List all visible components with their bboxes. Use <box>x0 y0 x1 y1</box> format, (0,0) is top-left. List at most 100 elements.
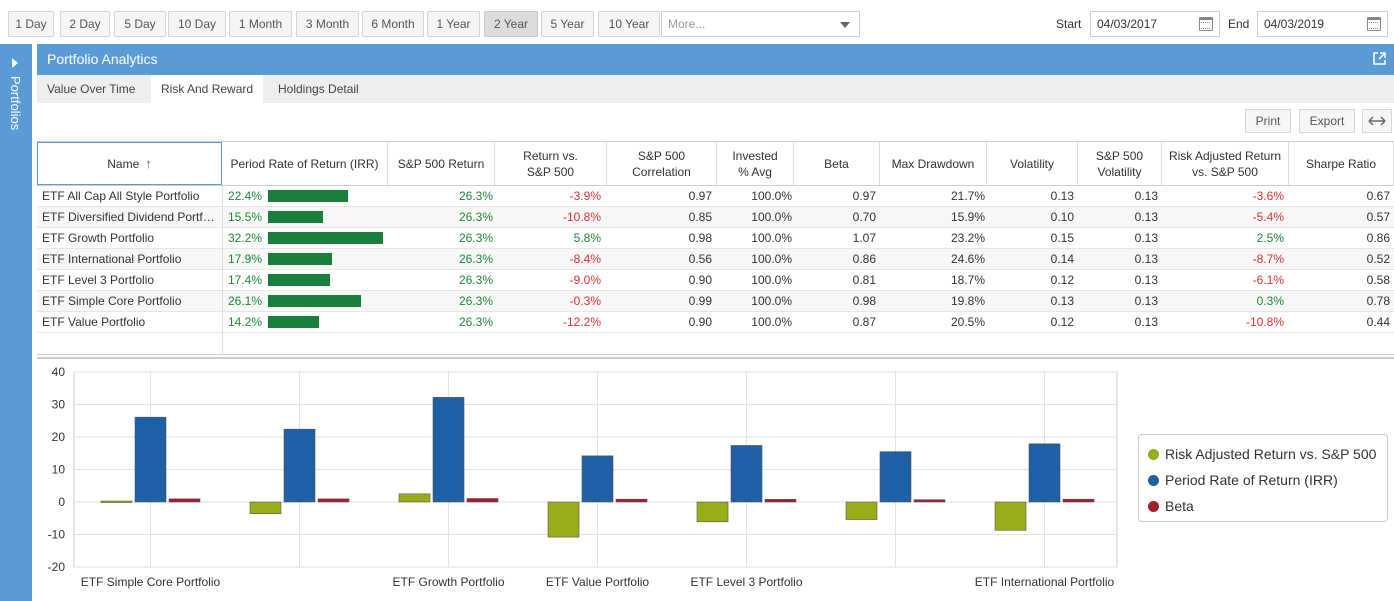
portfolios-rail[interactable]: Portfolios <box>0 44 32 601</box>
range-button-5-year[interactable]: 5 Year <box>541 11 594 37</box>
sharpe-ratio-cell: 0.86 <box>1366 231 1390 245</box>
calendar-icon[interactable] <box>1367 17 1381 31</box>
external-link-icon[interactable] <box>1373 52 1386 65</box>
column-header-s-p-500-volatility[interactable]: S&P 500 Volatility <box>1078 142 1162 185</box>
expand-width-button[interactable] <box>1362 109 1392 133</box>
column-header-label: Period Rate of Return (IRR) <box>230 156 379 171</box>
legend-item[interactable]: Risk Adjusted Return vs. S&P 500 <box>1148 444 1376 464</box>
y-tick-label: -10 <box>48 528 66 542</box>
column-header-label: Name <box>107 156 140 171</box>
invested-avg-cell: 100.0% <box>751 273 792 287</box>
export-button[interactable]: Export <box>1299 109 1355 133</box>
range-button-6-month[interactable]: 6 Month <box>362 11 424 37</box>
range-button-2-year[interactable]: 2 Year <box>484 11 538 37</box>
column-header-risk-adjusted-return-vs-s-p-500[interactable]: Risk Adjusted Return vs. S&P 500 <box>1162 142 1289 185</box>
sharpe-ratio-cell: 0.78 <box>1366 294 1390 308</box>
chart-bar-beta <box>615 498 648 503</box>
column-header-beta[interactable]: Beta <box>794 142 880 185</box>
table-row[interactable]: ETF Value Portfolio 14.2% 26.3% -12.2% 0.90 1… <box>37 312 1394 333</box>
horizontal-resize-icon <box>1368 116 1386 126</box>
max-drawdown-cell: 21.7% <box>950 189 985 203</box>
tab-holdings-detail[interactable]: Holdings Detail <box>278 82 359 96</box>
irr-bar <box>268 274 330 286</box>
arrow-up-icon[interactable]: ↑ <box>145 155 152 171</box>
sp500-volatility-cell: 0.13 <box>1134 273 1158 287</box>
x-tick-label: ETF Growth Portfolio <box>392 575 504 589</box>
column-header-max-drawdown[interactable]: Max Drawdown <box>880 142 987 185</box>
chart-bar-risk-adjusted-return-vs-s-p-500 <box>845 501 878 520</box>
legend-item[interactable]: Period Rate of Return (IRR) <box>1148 470 1338 490</box>
legend-item[interactable]: Beta <box>1148 496 1194 516</box>
column-header-period-rate-of-return-irr[interactable]: Period Rate of Return (IRR) <box>222 142 388 185</box>
chart-bar-risk-adjusted-return-vs-s-p-500 <box>994 501 1027 531</box>
portfolio-name-cell: ETF Level 3 Portfolio <box>42 273 155 287</box>
legend-dot-icon <box>1148 501 1159 512</box>
more-select[interactable]: More... <box>661 11 860 37</box>
range-toolbar: 1 Day 2 Day 5 Day 10 Day 1 Month 3 Month 6 Mon… <box>0 0 1394 44</box>
column-header-s-p-500-return[interactable]: S&P 500 Return <box>388 142 495 185</box>
y-tick-label: -20 <box>48 560 66 574</box>
irr-cell: 15.5% <box>228 210 263 224</box>
range-button-3-month[interactable]: 3 Month <box>296 11 359 37</box>
sp500-correlation-cell: 0.97 <box>688 189 712 203</box>
beta-cell: 1.07 <box>852 231 876 245</box>
start-date-field[interactable]: 04/03/2017 <box>1090 11 1220 37</box>
beta-cell: 0.86 <box>852 252 876 266</box>
column-header-volatility[interactable]: Volatility <box>987 142 1078 185</box>
range-button-2-day[interactable]: 2 Day <box>60 11 110 37</box>
column-header-label: S&P 500 Volatility <box>1095 148 1144 179</box>
chart-bar-period-rate-of-return-irr- <box>730 445 763 503</box>
sp500-correlation-cell: 0.56 <box>688 252 712 266</box>
max-drawdown-cell: 20.5% <box>950 315 985 329</box>
column-header-label: Beta <box>824 156 849 171</box>
portfolio-name-cell: ETF Value Portfolio <box>42 315 146 329</box>
tab-risk-and-reward[interactable]: Risk And Reward <box>151 75 264 103</box>
volatility-cell: 0.14 <box>1050 252 1074 266</box>
table-row[interactable]: ETF Diversified Dividend Portfolio 15.5% 2… <box>37 207 1394 228</box>
table-row[interactable]: ETF Simple Core Portfolio 26.1% 26.3% -0.3%… <box>37 291 1394 312</box>
return-vs-sp500-cell: -10.8% <box>562 210 601 224</box>
column-header-sharpe-ratio[interactable]: Sharpe Ratio <box>1289 142 1394 185</box>
column-header-invested-avg[interactable]: Invested% Avg <box>717 142 794 185</box>
sharpe-ratio-cell: 0.58 <box>1366 273 1390 287</box>
column-divider <box>222 186 223 355</box>
column-header-label: S&P 500 Correlation <box>632 148 691 179</box>
range-button-1-month[interactable]: 1 Month <box>229 11 292 37</box>
y-tick-label: 0 <box>58 495 65 509</box>
portfolio-name-cell: ETF International Portfolio <box>42 252 182 266</box>
end-date-field[interactable]: 04/03/2019 <box>1257 11 1388 37</box>
column-header-name[interactable]: Name ↑ <box>37 142 222 185</box>
more-select-value: More... <box>668 17 706 31</box>
beta-cell: 0.98 <box>852 294 876 308</box>
range-button-10-day[interactable]: 10 Day <box>168 11 226 37</box>
irr-cell: 14.2% <box>228 315 263 329</box>
column-header-s-p-500-correlation[interactable]: S&P 500 Correlation <box>607 142 717 185</box>
table-row[interactable]: ETF International Portfolio 17.9% 26.3% -8.… <box>37 249 1394 270</box>
irr-cell: 32.2% <box>228 231 263 245</box>
range-button-1-year[interactable]: 1 Year <box>427 11 480 37</box>
range-button-1-day[interactable]: 1 Day <box>8 11 54 37</box>
column-header-return-vs-s-p-500[interactable]: Return vs. S&P 500 <box>495 142 607 185</box>
irr-bar <box>268 253 332 265</box>
table-row[interactable]: ETF All Cap All Style Portfolio 22.4% 26.3… <box>37 186 1394 207</box>
range-button-5-day[interactable]: 5 Day <box>114 11 166 37</box>
portfolio-name-cell: ETF All Cap All Style Portfolio <box>42 189 200 203</box>
x-tick-label: ETF Simple Core Portfolio <box>81 575 221 589</box>
table-row[interactable]: ETF Growth Portfolio 32.2% 26.3% 5.8% 0.98 10… <box>37 228 1394 249</box>
return-vs-sp500-cell: -9.0% <box>569 273 601 287</box>
sp500-volatility-cell: 0.13 <box>1134 231 1158 245</box>
table-row[interactable]: ETF Level 3 Portfolio 17.4% 26.3% -9.0% 0.90… <box>37 270 1394 291</box>
sp500-volatility-cell: 0.13 <box>1134 315 1158 329</box>
chart-bar-beta <box>317 498 350 503</box>
irr-cell: 26.1% <box>228 294 263 308</box>
calendar-icon[interactable] <box>1199 17 1213 31</box>
risk-adjusted-return-cell: 2.5% <box>1256 231 1284 245</box>
chart-bar-risk-adjusted-return-vs-s-p-500 <box>696 501 729 523</box>
range-button-10-year[interactable]: 10 Year <box>598 11 660 37</box>
volatility-cell: 0.10 <box>1050 210 1074 224</box>
chart-bar-period-rate-of-return-irr- <box>879 451 912 503</box>
max-drawdown-cell: 23.2% <box>950 231 985 245</box>
print-button[interactable]: Print <box>1245 109 1291 133</box>
tab-value-over-time[interactable]: Value Over Time <box>47 82 136 96</box>
expand-arrow-icon[interactable] <box>12 58 18 68</box>
